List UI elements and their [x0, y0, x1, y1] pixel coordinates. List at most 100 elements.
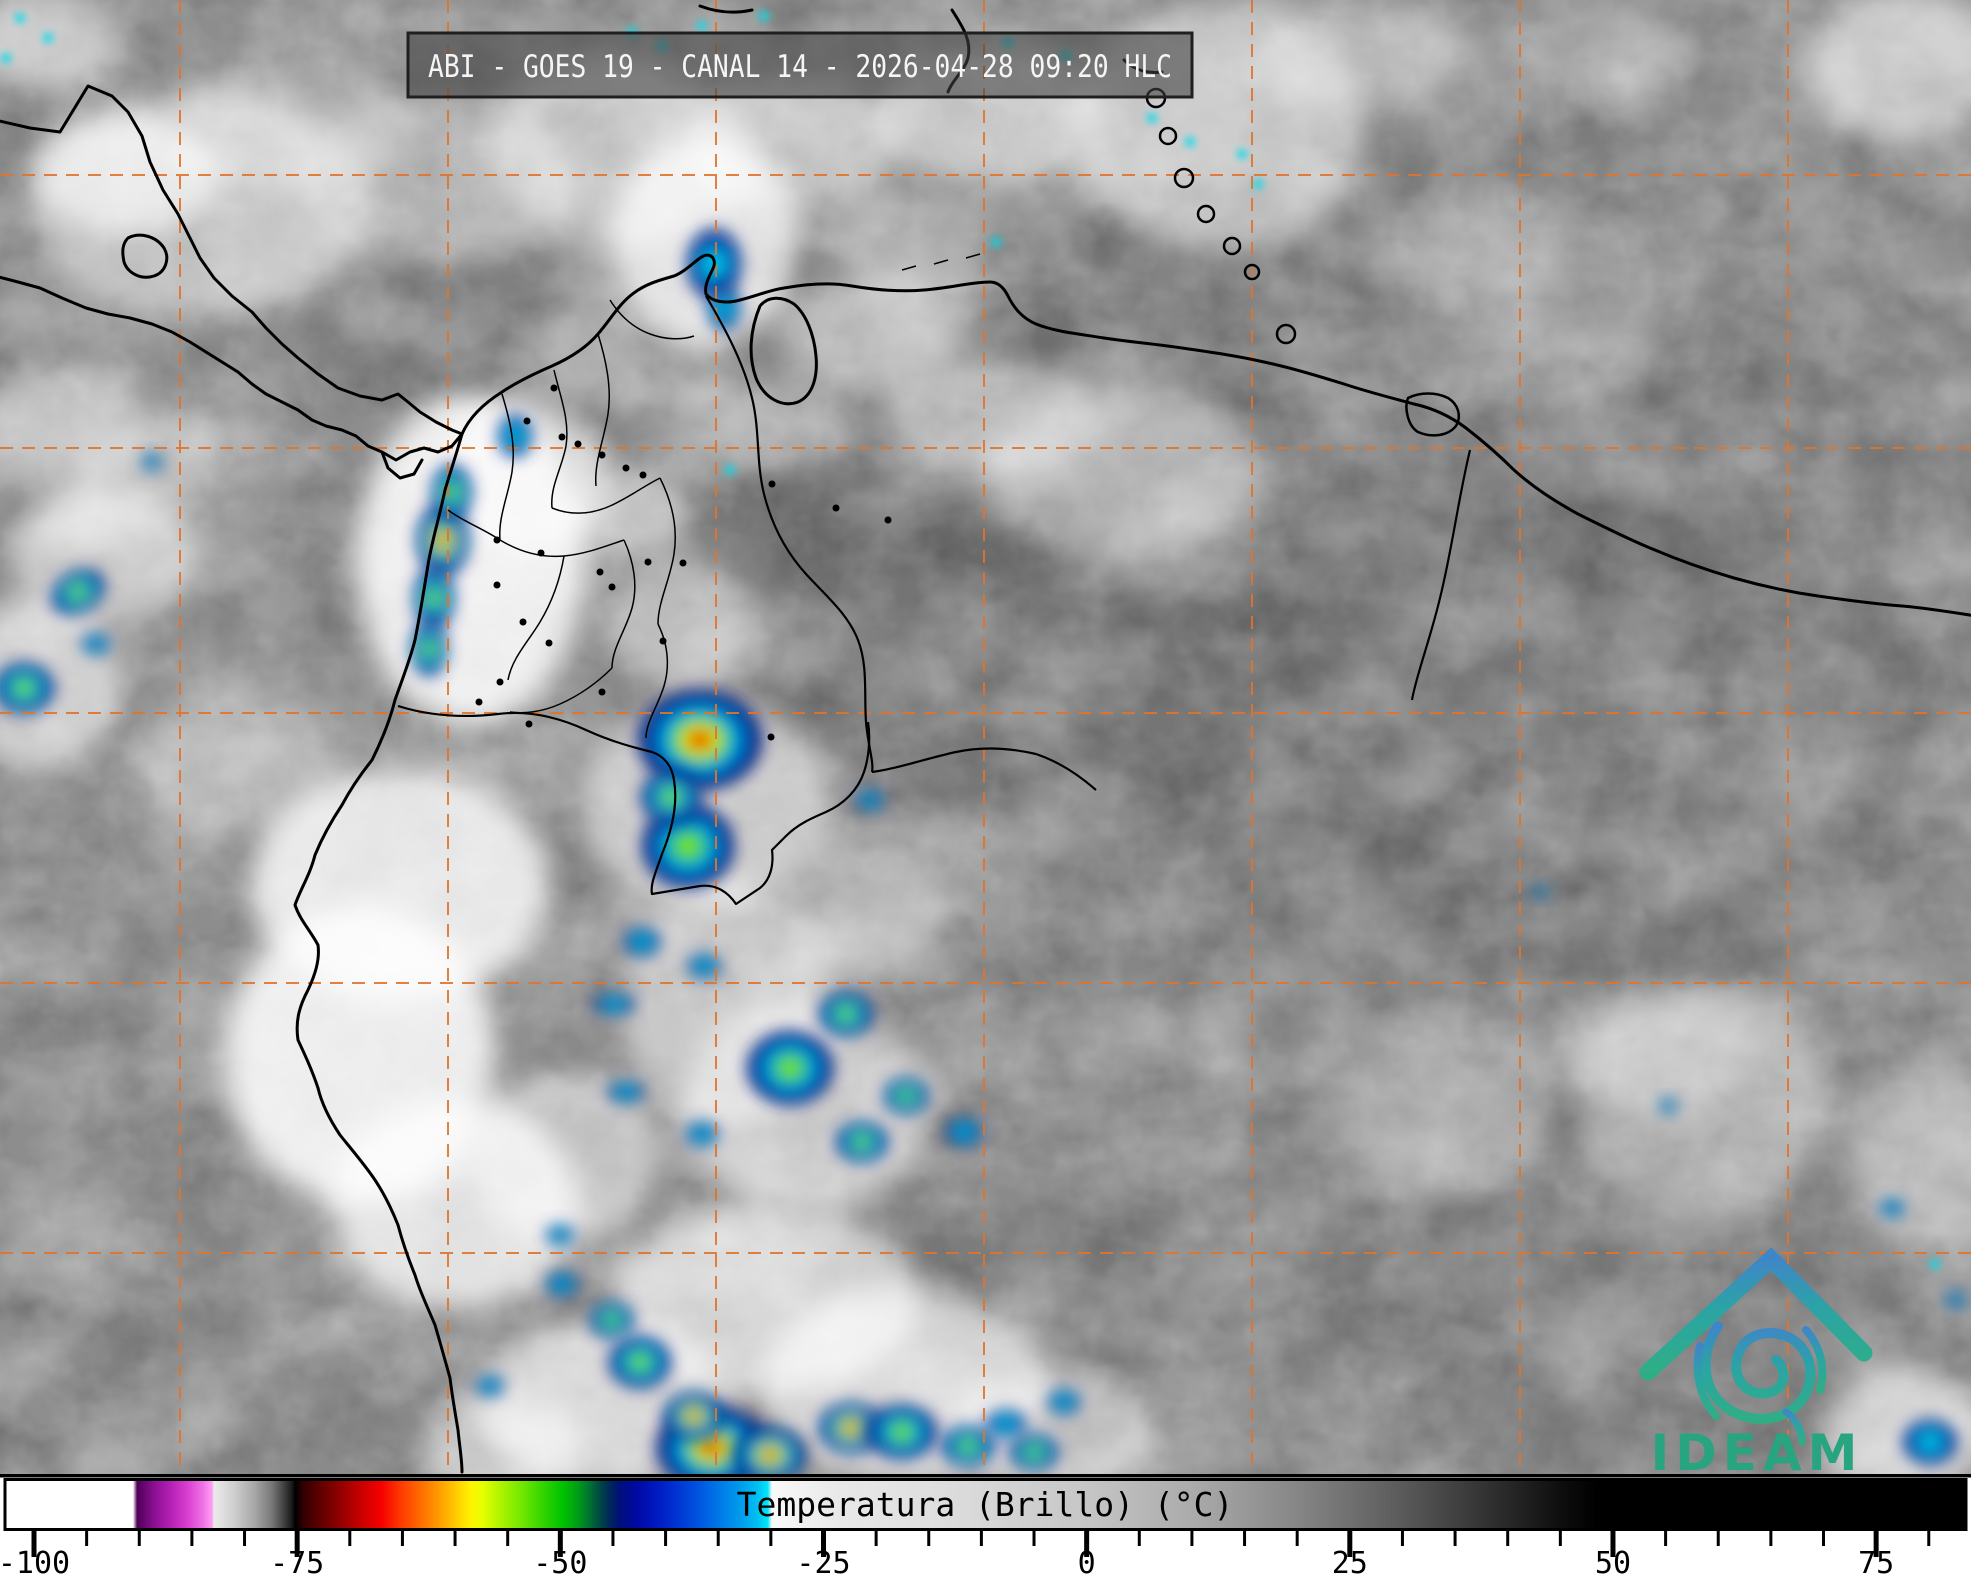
island-outline: [1158, 126, 1178, 146]
colorbar-tick-label: -50: [533, 1546, 587, 1577]
city-dots: [475, 384, 892, 741]
geography: [0, 4, 1971, 1474]
convective-cell: [819, 1403, 883, 1453]
convective-cell: [590, 1302, 634, 1338]
convective-cell: [867, 1405, 937, 1459]
convective-cell: [414, 567, 454, 629]
convective-cells: [0, 229, 1966, 1477]
island-outline: [1243, 263, 1261, 281]
convective-cell: [0, 663, 54, 713]
cyan-speck: [759, 11, 769, 21]
city-dot: [767, 733, 775, 741]
convective-cell: [856, 790, 884, 810]
cyan-speck: [43, 33, 53, 43]
city-dot: [523, 417, 531, 425]
convective-cell: [432, 465, 472, 519]
cyan-speck: [1, 53, 11, 63]
cyan-speck: [725, 465, 735, 475]
ideam-logo-art: [1700, 1321, 1816, 1424]
convective-cell: [836, 1122, 888, 1162]
city-dot: [493, 536, 501, 544]
convective-cell: [82, 634, 110, 654]
border-path: [705, 295, 874, 773]
convective-cell: [1048, 1390, 1080, 1414]
ideam-logo-art: [1693, 1342, 1720, 1420]
cyan-speck: [1237, 149, 1247, 159]
convective-cell: [734, 1427, 806, 1477]
map-separator: [0, 1474, 1971, 1478]
ideam-logo-art: [1782, 1408, 1806, 1446]
convective-cell: [411, 622, 447, 676]
cyan-speck: [697, 21, 707, 31]
convective-cell: [986, 1410, 1026, 1438]
coastline-path: [0, 84, 464, 436]
city-dot: [884, 516, 892, 524]
convective-cell: [686, 1122, 718, 1146]
convective-cell: [664, 1392, 724, 1440]
city-dot: [574, 440, 582, 448]
city-dot: [525, 720, 533, 728]
department-border: [657, 477, 676, 625]
border-path: [871, 747, 1037, 774]
colorbar-tick-label: 0: [1078, 1546, 1096, 1577]
convective-cell: [642, 804, 734, 888]
island-outline: [1173, 167, 1195, 189]
department-border: [507, 555, 565, 681]
city-dot: [519, 618, 527, 626]
island-outline: [1275, 323, 1297, 345]
island-outline: [1196, 204, 1216, 224]
department-border: [595, 333, 611, 487]
department-border: [499, 393, 515, 541]
department-border: [551, 477, 661, 514]
colorbar-tick-label: 25: [1332, 1546, 1368, 1577]
coastline-path: [460, 253, 1971, 617]
convective-cell: [142, 454, 162, 470]
title-text: ABI - GOES 19 - CANAL 14 - 2026-04-28 09…: [428, 49, 1172, 85]
coastline-path: [380, 450, 424, 480]
convective-cell: [941, 1426, 995, 1466]
map-area: [0, 0, 1971, 1477]
colorbar-tick-label: 75: [1858, 1546, 1894, 1577]
city-dot: [598, 688, 606, 696]
title-bar-box: [406, 31, 1194, 99]
convective-cell: [946, 1118, 982, 1146]
border-path: [397, 704, 871, 906]
graticule: [0, 0, 1971, 1477]
colorbar-tick-label: 50: [1595, 1546, 1631, 1577]
city-dot: [545, 639, 553, 647]
city-dot: [768, 480, 776, 488]
department-border: [509, 667, 613, 714]
convective-cell: [476, 1376, 504, 1396]
ideam-logo: IDEAM: [1639, 1247, 1873, 1482]
ideam-logo-art: [1802, 1326, 1827, 1394]
title-bar: ABI - GOES 19 - CANAL 14 - 2026-04-28 09…: [406, 31, 1194, 99]
island-outline: [1222, 236, 1242, 256]
department-border: [609, 299, 695, 340]
convective-cell: [1010, 1434, 1058, 1470]
cyan-speck: [15, 13, 25, 23]
convective-cell: [608, 1082, 644, 1102]
convective-cell: [624, 928, 660, 956]
department-border: [901, 253, 981, 271]
overlays: ABI - GOES 19 - CANAL 14 - 2026-04-28 09…: [406, 31, 1873, 1482]
department-border: [611, 539, 636, 669]
border-path: [1035, 752, 1097, 791]
cyan-speck: [1930, 1259, 1940, 1269]
coastline-path: [0, 275, 464, 462]
city-dot: [596, 568, 604, 576]
colorbar-gradient-bar: [3, 1478, 1968, 1531]
convective-cell: [688, 954, 720, 978]
city-dot: [832, 504, 840, 512]
convective-cell: [1880, 1199, 1904, 1217]
colorbar-tick-label: -25: [796, 1546, 850, 1577]
city-dot: [659, 637, 667, 645]
coastline-path: [749, 296, 818, 406]
city-dot: [644, 558, 652, 566]
border-path: [1410, 449, 1472, 701]
department-border: [551, 369, 568, 509]
colorbar-title: Temperatura (Brillo) (°C): [737, 1485, 1234, 1524]
convective-cell: [747, 1031, 833, 1105]
colorbar: -100 -75 -50 -25 0 25 50 75 Temperatura (Brillo)…: [0, 1474, 1971, 1577]
